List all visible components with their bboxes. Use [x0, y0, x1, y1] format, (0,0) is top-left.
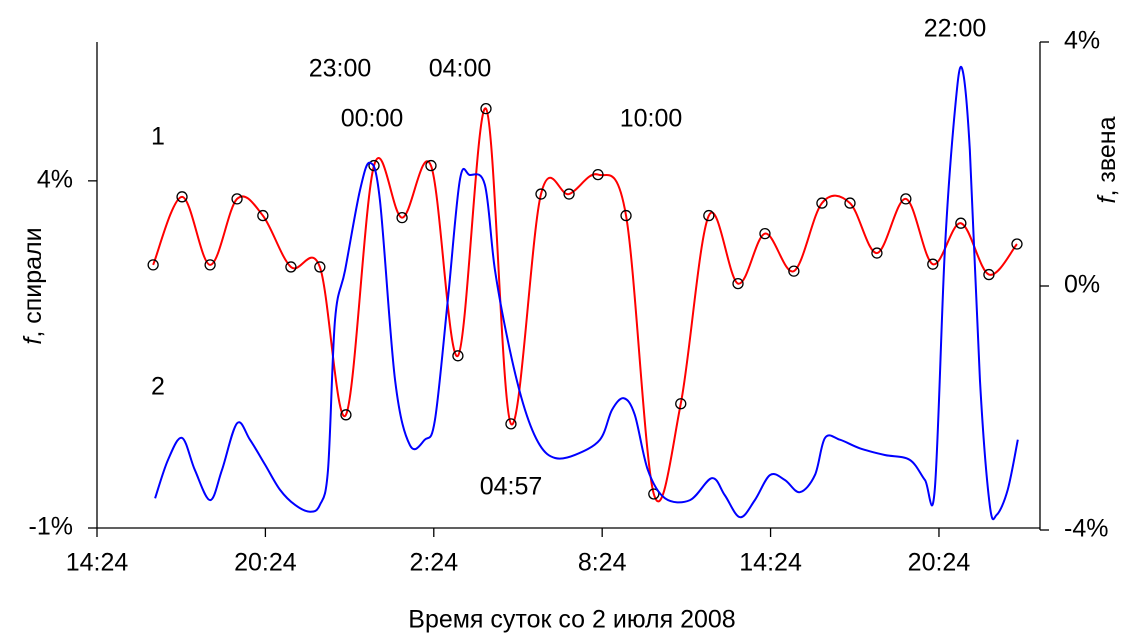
data-point: [285, 261, 297, 273]
series-line: [152, 107, 1018, 503]
y-tick-label: 4%: [37, 165, 73, 193]
data-point: [955, 217, 967, 229]
data-point: [732, 277, 744, 290]
data-point: [983, 268, 995, 281]
x-tick-label: 14:24: [66, 549, 129, 577]
data-point: [396, 212, 408, 224]
data-point: [368, 159, 380, 172]
data-point: [620, 209, 632, 222]
data-point: [204, 259, 216, 271]
y2-axis-text: , звена: [1093, 116, 1121, 196]
series-line: [154, 65, 1019, 521]
data-point: [563, 188, 575, 200]
data-point: [535, 188, 547, 200]
data-point: [844, 197, 856, 209]
y-axis-label: f, спирали: [19, 227, 47, 344]
data-point: [900, 193, 912, 205]
y2-tick-label: 4%: [1064, 27, 1100, 55]
annotation: 1: [151, 123, 165, 151]
annotation: 2: [151, 373, 165, 401]
data-point: [648, 488, 660, 500]
data-point: [1011, 238, 1023, 250]
data-point: [176, 191, 188, 203]
data-point: [340, 409, 352, 421]
data-point: [927, 258, 939, 270]
data-point: [505, 418, 517, 430]
data-point: [314, 261, 326, 273]
data-point: [147, 259, 159, 271]
x-axis-label: Время суток со 2 июля 2008: [408, 606, 735, 634]
annotation: 04:00: [429, 55, 492, 83]
y2-axis-symbol: f: [1093, 193, 1121, 203]
y-tick-label: -1%: [29, 513, 73, 541]
data-point: [816, 197, 828, 209]
data-point: [592, 168, 604, 181]
x-tick-label: 20:24: [908, 549, 971, 577]
data-point: [480, 103, 492, 115]
annotation: 00:00: [341, 105, 404, 133]
y-axis-symbol: f: [19, 335, 47, 345]
data-point: [871, 247, 883, 259]
data-point: [231, 193, 243, 205]
data-point: [675, 398, 687, 410]
x-tick-label: 14:24: [739, 549, 802, 577]
data-point: [425, 159, 437, 172]
y-axis-text: , спирали: [19, 227, 47, 337]
data-point: [759, 227, 771, 240]
y2-tick-label: -4%: [1064, 515, 1108, 543]
x-tick-label: 20:24: [234, 549, 297, 577]
x-tick-label: 8:24: [578, 549, 627, 577]
data-point: [257, 209, 269, 222]
y2-axis-label: f, звена: [1093, 116, 1121, 203]
annotation: 04:57: [480, 473, 543, 501]
data-point: [788, 265, 800, 277]
data-point: [452, 350, 464, 362]
annotation: 10:00: [620, 105, 683, 133]
x-tick-label: 2:24: [409, 549, 458, 577]
y2-tick-label: 0%: [1064, 271, 1100, 299]
data-point: [703, 209, 715, 222]
annotation: 23:00: [309, 55, 372, 83]
annotation: 22:00: [924, 15, 987, 43]
